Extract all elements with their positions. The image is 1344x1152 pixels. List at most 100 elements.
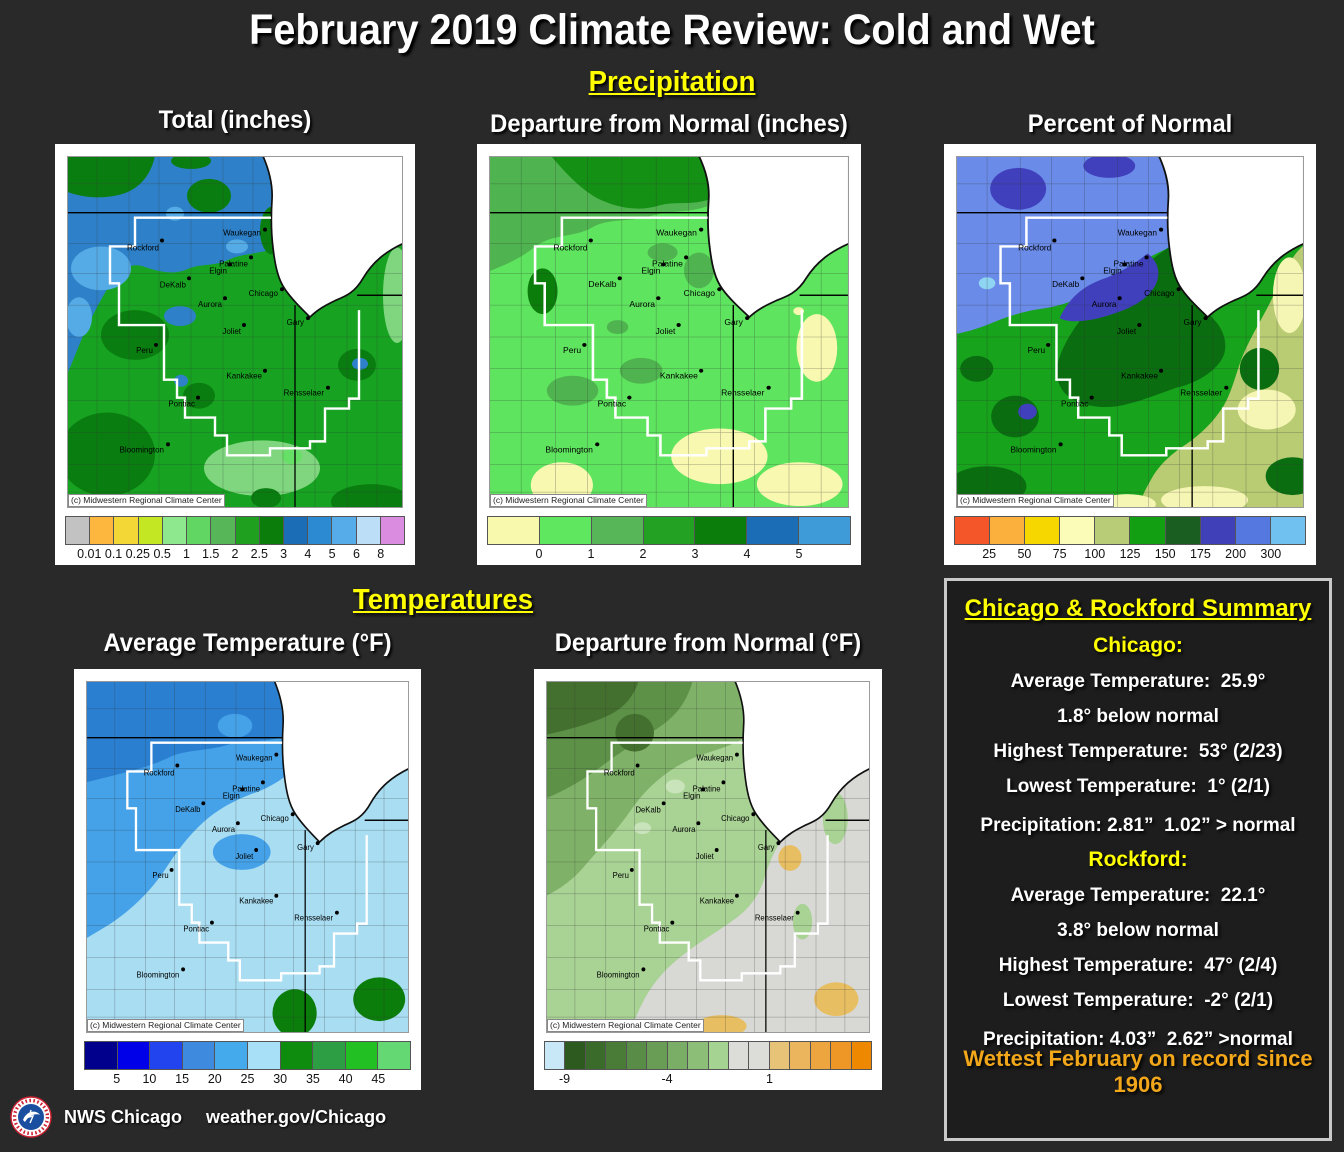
colorbar-tick-label: 100 [1084, 547, 1106, 561]
city-label-joliet: Joliet [655, 327, 676, 336]
city-dot-rockford [635, 763, 640, 768]
chicago-precip: Precipitation: 2.81” 1.02” > normal [980, 815, 1296, 836]
city-dot-dekalb [187, 276, 191, 281]
city-label-rensselaer: Rensselaer [284, 389, 325, 398]
wettest-february-note: Wettest February on record since 1906 [963, 1046, 1313, 1097]
summary-title: Chicago & Rockford Summary [964, 595, 1312, 622]
city-dot-dekalb [617, 276, 622, 281]
colorbar-tick-label: 0.5 [153, 547, 171, 561]
colorbar-tick-label: 0.25 [125, 547, 151, 561]
colorbar-cell [728, 1042, 750, 1069]
city-label-bloomington: Bloomington [120, 445, 164, 454]
city-dot-joliet [242, 323, 246, 328]
city-dot-bloomington [595, 442, 600, 447]
city-dot-pontiac [196, 395, 200, 400]
city-label-bloomington: Bloomington [597, 970, 640, 979]
colorbar-tick-label: 150 [1154, 547, 1176, 561]
city-dot-peru [169, 867, 174, 872]
city-dot-gary [1203, 316, 1208, 321]
city-dot-gary [315, 841, 320, 846]
colorbar-tick-label: 40 [338, 1072, 353, 1086]
colorbar-tick-label: 20 [207, 1072, 222, 1086]
city-dot-palatine [249, 255, 253, 260]
city-label-dekalb: DeKalb [635, 805, 661, 814]
colorbar-cell [1095, 517, 1131, 544]
colorbar-tick-label: 0.1 [104, 547, 123, 561]
city-label-gary: Gary [297, 843, 314, 852]
colorbar-tick-label: 0.01 [77, 547, 102, 561]
colorbar-cell [356, 517, 381, 544]
city-dot-waukegan [735, 752, 739, 757]
city-label-waukegan: Waukegan [697, 753, 734, 762]
map-title-temp-departure: Departure from Normal (°F) [554, 629, 862, 657]
colorbar-cell [831, 1042, 852, 1069]
section-heading-temperatures: Temperatures [352, 584, 534, 616]
colorbar-temp-avg: 5 10 15 20 25 30 35 40 45 [84, 1041, 411, 1088]
city-label-kankakee: Kankakee [700, 897, 734, 906]
colorbar-cells [65, 516, 405, 545]
city-dot-bloomington [1058, 442, 1063, 447]
colorbar-cells [487, 516, 851, 545]
colorbar-tick-label: 25 [240, 1072, 255, 1086]
map-attribution: (c) Midwestern Regional Climate Center [547, 1019, 704, 1032]
city-dot-chicago [280, 287, 284, 292]
colorbar-cell [585, 1042, 607, 1069]
colorbar-cell [539, 517, 592, 544]
city-label-dekalb: DeKalb [160, 280, 187, 289]
city-label-dekalb: DeKalb [175, 805, 201, 814]
city-label-aurora: Aurora [212, 825, 236, 834]
city-dot-kankakee [1159, 368, 1164, 373]
city-dot-rockford [1052, 238, 1057, 243]
city-label-peru: Peru [136, 346, 153, 355]
colorbar-tick-label: 3 [280, 547, 288, 561]
city-dot-dekalb [1080, 276, 1085, 281]
colorbar-tick-label: 2 [639, 547, 647, 561]
colorbar-cell [313, 1042, 346, 1069]
city-label-rockford: Rockford [1018, 244, 1051, 253]
nws-logo-icon [10, 1096, 52, 1138]
city-label-rensselaer: Rensselaer [755, 914, 794, 923]
colorbar-cell [955, 517, 991, 544]
colorbar-tick-label: 1.5 [202, 547, 220, 561]
chicago-avg-temp: Average Temperature: 25.9° [1010, 671, 1266, 692]
colorbar-cell [378, 1042, 410, 1069]
city-label-aurora: Aurora [629, 300, 655, 309]
city-label-bloomington: Bloomington [545, 446, 593, 455]
colorbar-cell [1060, 517, 1096, 544]
colorbar-cell [283, 517, 309, 544]
colorbar-cell [749, 1042, 770, 1069]
colorbar-tick-label: 45 [371, 1072, 386, 1086]
city-dot-pontiac [627, 395, 632, 400]
colorbar-cell [565, 1042, 586, 1069]
city-dot-peru [154, 342, 158, 347]
map-panel-temp-departure: Rockford Waukegan Palatine Elgin DeKalb Chica… [534, 669, 882, 1090]
colorbar-cell [1025, 517, 1061, 544]
city-dot-bloomington [641, 967, 646, 972]
colorbar-cell [117, 1042, 151, 1069]
city-label-palatine: Palatine [652, 260, 683, 269]
map-attribution: (c) Midwestern Regional Climate Center [490, 494, 647, 507]
city-dot-peru [582, 342, 587, 347]
colorbar-tick-label: 10 [142, 1072, 157, 1086]
city-dot-rensselaer [766, 385, 771, 390]
map-precip-total: Rockford Waukegan Palatine Elgin DeKalb Chica… [67, 156, 403, 508]
city-dot-joliet [714, 848, 719, 853]
colorbar-cell [85, 1042, 118, 1069]
section-heading-precipitation: Precipitation [588, 66, 756, 98]
city-label-kankakee: Kankakee [660, 372, 698, 381]
footer-url: weather.gov/Chicago [206, 1106, 387, 1127]
colorbar-tick-label: 5 [113, 1072, 121, 1086]
city-label-aurora: Aurora [1092, 300, 1117, 309]
map-title-temp-avg: Average Temperature (°F) [103, 629, 392, 657]
city-label-palatine: Palatine [693, 784, 721, 793]
city-dot-kankakee [735, 893, 739, 898]
city-label-aurora: Aurora [198, 300, 223, 309]
city-dot-kankakee [274, 893, 279, 898]
colorbar-tick-label: 4 [304, 547, 312, 561]
city-label-rockford: Rockford [144, 768, 175, 777]
rockford-high-temp: Highest Temperature: 47° (2/4) [998, 955, 1278, 976]
city-dot-palatine [721, 780, 726, 785]
